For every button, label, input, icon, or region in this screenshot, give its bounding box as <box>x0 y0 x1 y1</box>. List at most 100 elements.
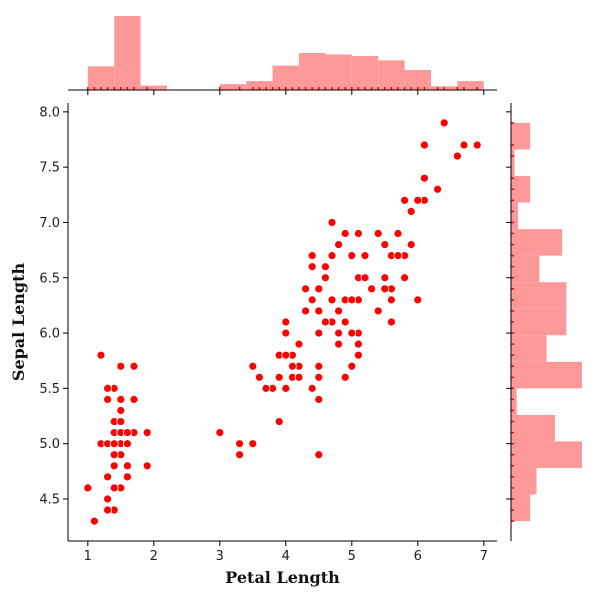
data-point <box>327 251 337 261</box>
data-point <box>281 328 291 338</box>
right-hist-bar <box>511 361 582 389</box>
data-point <box>347 328 357 338</box>
data-point <box>419 140 429 150</box>
data-point <box>314 372 324 382</box>
data-point <box>287 361 297 371</box>
data-point <box>314 306 324 316</box>
data-point <box>400 273 410 283</box>
top-hist-bar <box>378 60 405 90</box>
data-point <box>307 251 317 261</box>
data-point <box>393 251 403 261</box>
data-point <box>294 339 304 349</box>
right-hist-bar <box>511 414 556 442</box>
data-point <box>314 395 324 404</box>
data-point <box>90 516 99 526</box>
data-point <box>254 372 264 382</box>
data-point <box>406 240 416 249</box>
x-axis-title: Petal Length <box>225 568 340 587</box>
data-point <box>459 140 469 150</box>
data-point <box>340 317 350 327</box>
data-point <box>406 206 416 216</box>
right-hist-bar <box>511 468 537 495</box>
y-tick-label: 7.0 <box>39 216 60 231</box>
top-hist-bar <box>457 81 484 90</box>
y-tick-label: 5.0 <box>39 437 60 452</box>
data-point <box>103 395 112 404</box>
data-point <box>248 361 258 371</box>
data-point <box>248 439 258 449</box>
data-point <box>307 262 317 272</box>
data-point <box>320 273 330 283</box>
data-point <box>281 383 291 393</box>
data-point <box>334 339 344 349</box>
data-point <box>360 273 370 283</box>
data-point <box>109 450 119 460</box>
right-hist-bar <box>511 202 519 230</box>
y-axis-ticks: 4.5 5.0 5.5 6.0 6.5 7.0 7.5 8.0 <box>39 105 68 507</box>
data-point <box>314 450 324 460</box>
data-point <box>360 251 370 261</box>
data-point <box>413 295 423 305</box>
data-point <box>261 383 271 393</box>
y-axis-title: Sepal Length <box>9 263 28 382</box>
data-point <box>340 372 350 382</box>
data-point <box>116 406 126 415</box>
data-point <box>109 461 119 471</box>
right-marginal-histogram <box>511 122 582 522</box>
data-point <box>103 494 112 504</box>
y-tick-label: 5.5 <box>39 382 60 397</box>
data-point <box>452 151 462 161</box>
data-point <box>380 240 390 249</box>
right-hist-bar <box>511 229 563 256</box>
y-tick-label: 6.5 <box>39 271 60 286</box>
data-point <box>109 483 119 493</box>
right-hist-bar <box>511 441 582 468</box>
y-tick-label: 4.5 <box>39 492 60 507</box>
data-point <box>340 229 350 238</box>
top-hist-bar <box>325 54 352 90</box>
right-hist-bar <box>511 176 531 203</box>
data-point <box>347 295 357 305</box>
data-point <box>116 361 126 371</box>
scatter-points <box>83 118 482 526</box>
data-point <box>142 461 152 471</box>
data-point <box>274 417 284 426</box>
data-point <box>353 350 363 360</box>
data-point <box>380 273 390 283</box>
data-point <box>129 395 139 404</box>
data-point <box>393 229 403 238</box>
data-point <box>307 383 317 393</box>
data-point <box>314 361 324 371</box>
data-point <box>320 317 330 327</box>
top-hist-bar <box>272 65 299 90</box>
x-tick-label: 2 <box>150 549 158 564</box>
top-hist-bar <box>351 55 379 90</box>
data-point <box>103 383 112 393</box>
data-point <box>433 184 443 194</box>
x-tick-label: 5 <box>348 549 356 564</box>
data-point <box>123 472 132 482</box>
data-point <box>116 417 126 426</box>
right-hist-bar <box>511 388 517 415</box>
top-hist-bar <box>219 84 247 90</box>
data-point <box>380 284 390 294</box>
x-tick-label: 1 <box>84 549 92 564</box>
data-point <box>281 317 291 327</box>
data-point <box>327 295 337 305</box>
x-tick-label: 7 <box>480 549 488 564</box>
x-tick-label: 6 <box>414 549 422 564</box>
right-hist-bar <box>511 282 567 309</box>
data-point <box>274 372 284 382</box>
data-point <box>301 284 311 294</box>
data-point <box>439 118 449 128</box>
x-tick-label: 3 <box>216 549 224 564</box>
data-point <box>413 195 423 205</box>
top-hist-bar <box>299 53 326 90</box>
data-point <box>123 439 132 449</box>
data-point <box>103 472 112 482</box>
right-hist-bar <box>511 149 515 176</box>
data-point <box>327 218 337 227</box>
data-point <box>123 461 132 471</box>
data-point <box>83 483 93 493</box>
